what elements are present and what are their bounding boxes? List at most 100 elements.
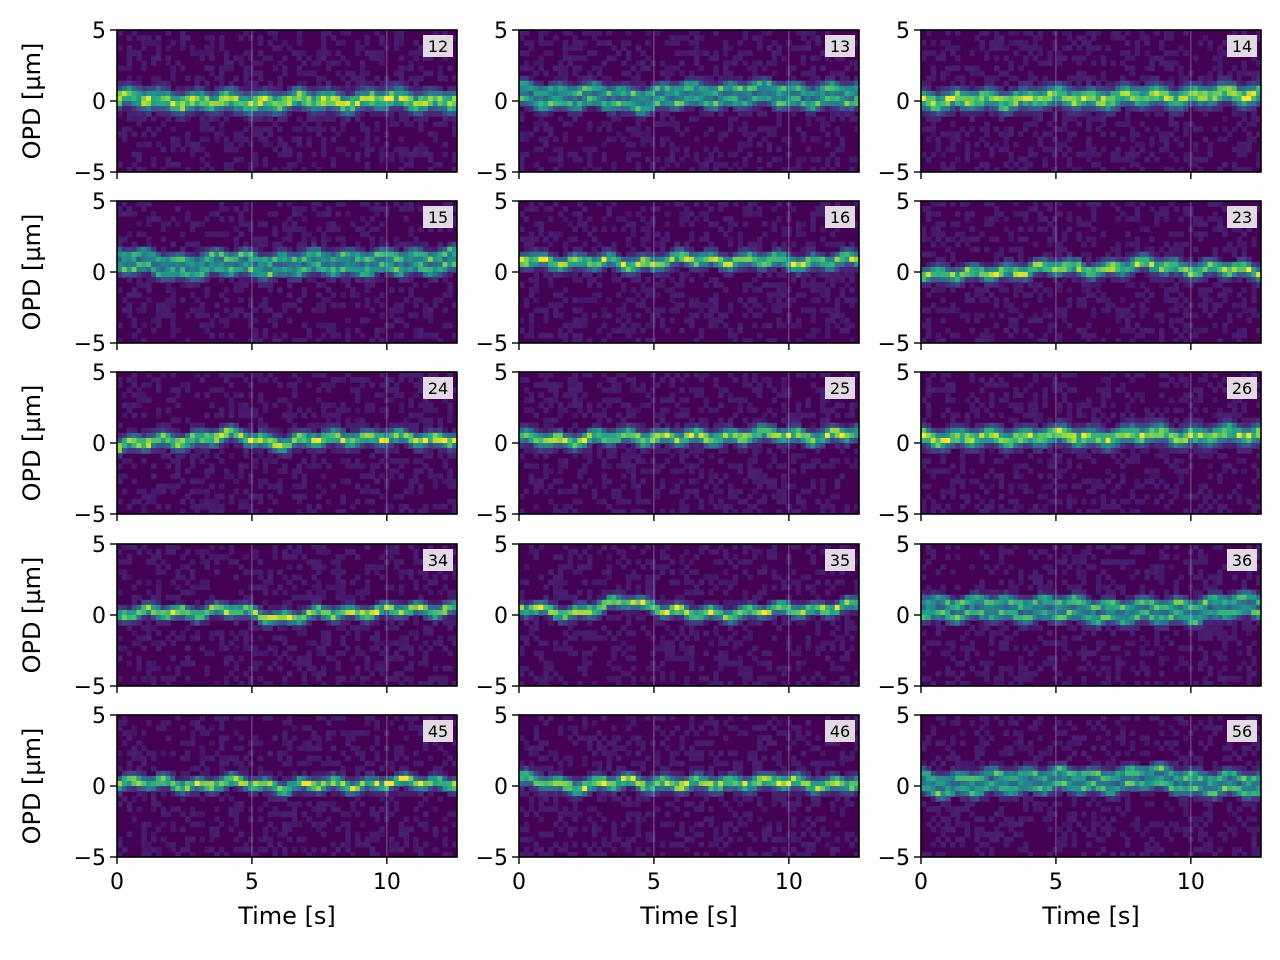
x-tick-label: 0 [512,870,526,895]
y-axis-label: OPD [µm] [18,385,46,502]
panel-badge-label: 56 [1232,722,1252,741]
panel-badge-label: 45 [428,722,448,741]
y-tick-label: −5 [74,846,106,871]
panel-badge-label: 23 [1232,208,1252,227]
heatmap-56 [921,715,1261,857]
panel-badge [825,35,855,57]
heatmap-16 [519,201,859,343]
heatmap-12 [117,30,457,172]
panel-24: −5 0 5 24 OPD [µm] [18,361,458,528]
y-tick-label: 5 [896,533,910,558]
y-tick-label: 5 [92,19,106,44]
x-tick-label: 0 [110,870,124,895]
panel-36: −5 0 5 36 [878,533,1262,700]
heatmap-26 [921,372,1261,514]
x-tick-label: 10 [775,870,803,895]
heatmap-14 [921,30,1261,172]
y-tick-label: 5 [92,533,106,558]
y-tick-label: −5 [476,332,508,357]
y-tick-label: 5 [92,704,106,729]
panel-23: −5 0 5 23 [878,190,1262,357]
y-tick-label: 5 [896,19,910,44]
panel-badge [825,377,855,399]
y-tick-label: −5 [878,332,910,357]
panel-badge-label: 36 [1232,551,1252,570]
panel-badge [423,377,453,399]
panel-badge [1227,206,1257,228]
y-tick-label: −5 [878,675,910,700]
y-tick-label: −5 [476,675,508,700]
panel-badge [1227,377,1257,399]
panel-13: −5 0 5 13 [476,19,860,186]
y-tick-label: −5 [74,503,106,528]
y-tick-label: −5 [74,675,106,700]
x-tick-label: 10 [1177,870,1205,895]
x-axis-label: Time [s] [237,902,336,930]
panel-16: −5 0 5 16 [476,190,860,357]
y-tick-label: −5 [878,161,910,186]
y-axis-label: OPD [µm] [18,43,46,160]
y-tick-label: 0 [896,775,910,800]
y-axis-label: OPD [µm] [18,557,46,674]
y-tick-label: 0 [896,90,910,115]
y-tick-label: 0 [494,432,508,457]
panel-15: −5 0 5 15 OPD [µm] [18,190,458,357]
panel-badge-label: 46 [830,722,850,741]
panel-badge [423,720,453,742]
y-tick-label: −5 [476,846,508,871]
panel-26: −5 0 5 26 [878,361,1262,528]
panel-badge [423,549,453,571]
panel-badge-label: 16 [830,208,850,227]
x-tick-label: 5 [1049,870,1063,895]
y-axis-label: OPD [µm] [18,214,46,331]
y-tick-label: −5 [878,846,910,871]
heatmap-25 [519,372,859,514]
y-axis-label: OPD [µm] [18,728,46,845]
panel-badge [825,549,855,571]
panel-badge-label: 12 [428,37,448,56]
y-tick-label: 0 [92,432,106,457]
panel-badge [825,720,855,742]
y-tick-label: 5 [896,704,910,729]
x-axis-label: Time [s] [1041,902,1140,930]
panel-35: −5 0 5 35 [476,533,860,700]
y-tick-label: 5 [494,533,508,558]
y-tick-label: −5 [74,332,106,357]
x-tick-label: 10 [373,870,401,895]
y-tick-label: 5 [494,190,508,215]
y-tick-label: 0 [92,604,106,629]
panel-badge-label: 15 [428,208,448,227]
y-tick-label: 5 [92,361,106,386]
x-tick-label: 5 [245,870,259,895]
y-tick-label: 0 [92,261,106,286]
y-tick-label: 0 [92,90,106,115]
y-tick-label: 0 [494,90,508,115]
heatmap-24 [117,372,457,514]
heatmap-36 [921,544,1261,686]
y-tick-label: −5 [476,503,508,528]
panel-34: −5 0 5 34 OPD [µm] [18,533,458,700]
y-tick-label: 0 [92,775,106,800]
heatmap-34 [117,544,457,686]
panel-badge [825,206,855,228]
panel-badge [423,206,453,228]
panel-12: −5 0 5 12 OPD [µm] [18,19,458,186]
heatmap-13 [519,30,859,172]
heatmap-45 [117,715,457,857]
panel-badge-label: 13 [830,37,850,56]
panel-badge-label: 34 [428,551,448,570]
panel-badge [1227,720,1257,742]
x-tick-label: 5 [647,870,661,895]
y-tick-label: 0 [896,432,910,457]
heatmap-35 [519,544,859,686]
x-tick-label: 0 [914,870,928,895]
panel-badge-label: 26 [1232,379,1252,398]
y-tick-label: −5 [476,161,508,186]
panel-badge-label: 35 [830,551,850,570]
heatmap-46 [519,715,859,857]
y-tick-label: 5 [494,704,508,729]
